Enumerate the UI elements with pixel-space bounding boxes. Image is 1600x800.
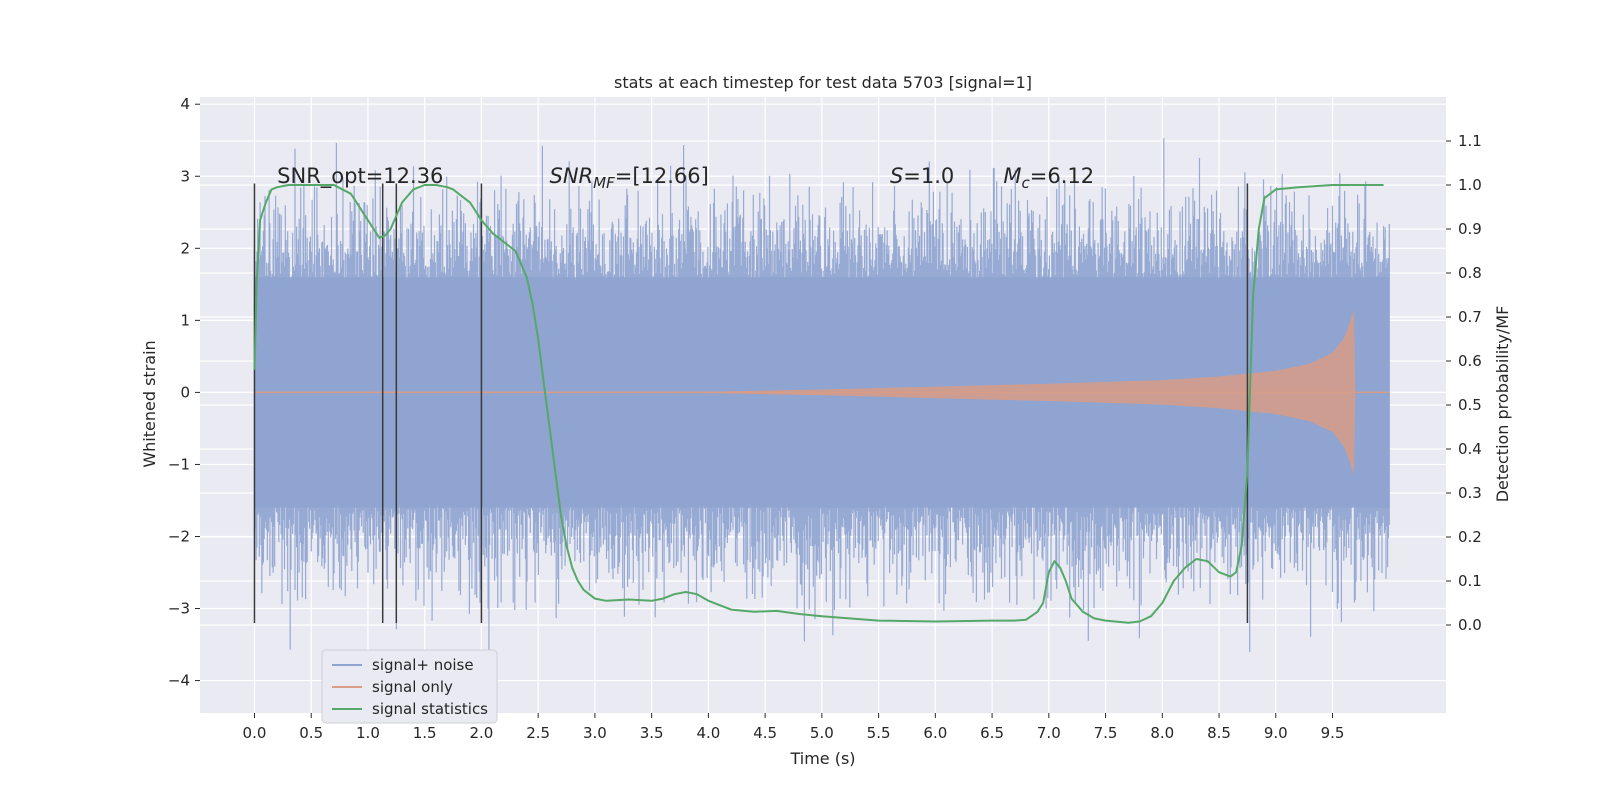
legend-label-signal-statistics: signal statistics (372, 700, 488, 718)
y-tick-label-right: 0.8 (1458, 264, 1482, 282)
x-tick-label: 7.0 (1037, 724, 1061, 742)
x-tick-label: 0.0 (243, 724, 267, 742)
x-tick-label: 3.0 (583, 724, 607, 742)
y-tick-label-right: 0.3 (1458, 484, 1482, 502)
series-signal-only (254, 309, 1390, 476)
y-tick-label-right: 0.4 (1458, 440, 1482, 458)
annotation: Mc=6.12 (1003, 164, 1094, 192)
series-signal-statistics (253, 184, 1384, 624)
x-axis-ticks: 0.0 0.5 1.0 1.5 2.0 2.5 3.0 3.5 4.0 4.5 5.0 5.5 6.0 6… (243, 713, 1345, 742)
x-tick-label: 6.5 (980, 724, 1004, 742)
x-tick-label: 8.0 (1150, 724, 1174, 742)
y-tick-label-right: 1.0 (1458, 176, 1482, 194)
legend-box (321, 649, 498, 724)
x-tick-label: 5.5 (867, 724, 891, 742)
y-tick-label-left: −1 (168, 455, 190, 473)
annotation: SNR_opt=12.36 (277, 164, 443, 189)
y-tick-label-right: 0.2 (1458, 528, 1482, 546)
chart-title: stats at each timestep for test data 570… (614, 73, 1032, 92)
y-tick-label-right: 0.9 (1458, 220, 1482, 238)
x-tick-label: 9.5 (1321, 724, 1345, 742)
x-tick-label: 5.0 (810, 724, 834, 742)
y-tick-label-left: 1 (180, 311, 190, 329)
y-tick-label-left: −3 (168, 600, 190, 618)
y-axis-left-label: Whitened strain (140, 340, 159, 467)
x-tick-label: 1.5 (413, 724, 437, 742)
y-tick-label-right: 0.6 (1458, 352, 1482, 370)
x-tick-label: 9.0 (1264, 724, 1288, 742)
annotation: SNRMF=[12.66] (550, 164, 709, 192)
legend-label-signal-noise: signal+ noise (372, 656, 474, 674)
annotations: SNR_opt=12.36 SNRMF=[12.66] S=1.0 Mc=6.12 (277, 164, 1094, 192)
x-tick-label: 4.5 (753, 724, 777, 742)
y-tick-label-left: 2 (180, 239, 190, 257)
vertical-markers (253, 183, 1249, 623)
x-tick-label: 0.5 (299, 724, 323, 742)
legend-label-signal-only: signal only (372, 678, 453, 696)
y-tick-label-right: 0.5 (1458, 396, 1482, 414)
legend: signal+ noise signal only signal statist… (321, 649, 498, 724)
x-tick-label: 7.5 (1094, 724, 1118, 742)
statistics-line (253, 184, 1384, 624)
y-tick-label-left: 3 (180, 167, 190, 185)
x-tick-label: 8.5 (1207, 724, 1231, 742)
y-tick-label-right: 0.0 (1458, 616, 1482, 634)
x-tick-label: 3.5 (640, 724, 664, 742)
y-tick-label-right: 1.1 (1458, 132, 1482, 150)
y-tick-label-left: −4 (168, 672, 190, 690)
y-tick-label-left: 4 (180, 95, 190, 113)
annotation: S=1.0 (890, 164, 954, 188)
y-tick-label-right: 0.1 (1458, 572, 1482, 590)
y-tick-label-right: 0.7 (1458, 308, 1482, 326)
y-axis-right-ticks: 1.1 1.0 0.9 0.8 0.7 0.6 0.5 0.4 0.3 0.2 0.1 0.0 (1446, 132, 1482, 634)
y-tick-label-left: 0 (180, 383, 190, 401)
x-axis-label: Time (s) (789, 749, 855, 768)
y-tick-label-left: −2 (168, 527, 190, 545)
x-tick-label: 2.0 (469, 724, 493, 742)
y-axis-left-ticks: 4 3 2 1 0 −1 −2 −3 −4 (168, 95, 200, 690)
x-tick-label: 1.0 (356, 724, 380, 742)
x-tick-label: 4.0 (696, 724, 720, 742)
x-tick-label: 2.5 (526, 724, 550, 742)
y-axis-right-label: Detection probability/MF (1493, 306, 1512, 503)
x-tick-label: 6.0 (923, 724, 947, 742)
